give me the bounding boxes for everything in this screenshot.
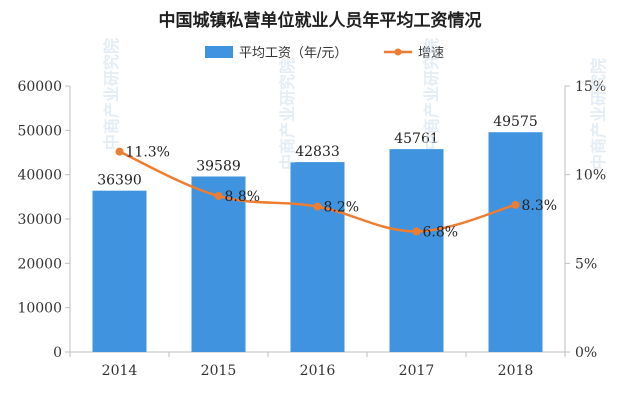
growth-point — [511, 200, 520, 209]
bar — [389, 149, 444, 352]
y-tick-label: 40000 — [17, 168, 62, 184]
growth-point — [115, 147, 124, 156]
legend-bar-label: 平均工资（年/元） — [239, 46, 347, 61]
bar — [92, 190, 147, 352]
chart-title: 中国城镇私营单位就业人员年平均工资情况 — [159, 10, 482, 31]
growth-value-label: 6.8% — [423, 224, 459, 240]
bar — [290, 162, 345, 352]
bar-value-label: 45761 — [394, 131, 439, 147]
growth-point — [412, 227, 421, 236]
y2-tick-label: 5% — [575, 256, 597, 272]
y2-tick-label: 15% — [575, 79, 606, 95]
legend: 平均工资（年/元） 增速 — [205, 46, 444, 61]
y-tick-label: 60000 — [17, 79, 62, 95]
x-tick-label: 2015 — [201, 363, 237, 379]
growth-value-label: 8.3% — [522, 198, 558, 214]
bar-value-label: 39589 — [196, 158, 241, 174]
x-tick-label: 2018 — [498, 363, 534, 379]
bar — [191, 176, 246, 352]
bar-value-label: 49575 — [493, 114, 538, 130]
legend-line-label: 增速 — [418, 46, 444, 61]
y-tick-label: 30000 — [17, 212, 62, 228]
y-tick-label: 50000 — [17, 123, 62, 139]
y2-tick-label: 10% — [575, 168, 606, 184]
x-tick-label: 2017 — [399, 363, 435, 379]
growth-value-label: 8.2% — [324, 200, 360, 216]
growth-point — [313, 202, 322, 211]
bar-value-label: 42833 — [295, 144, 340, 160]
y2-tick-label: 0% — [575, 345, 597, 361]
legend-bar-swatch — [205, 46, 233, 58]
growth-value-label: 8.8% — [225, 189, 261, 205]
x-tick-label: 2016 — [300, 363, 336, 379]
y-tick-label: 0 — [53, 345, 62, 361]
bar — [488, 132, 543, 352]
y-tick-label: 20000 — [17, 256, 62, 272]
y-tick-label: 10000 — [17, 301, 62, 317]
growth-point — [214, 191, 223, 200]
x-tick-label: 2014 — [102, 363, 138, 379]
growth-value-label: 11.3% — [126, 145, 170, 161]
bar-value-label: 36390 — [97, 173, 142, 189]
legend-line-marker — [394, 48, 402, 56]
